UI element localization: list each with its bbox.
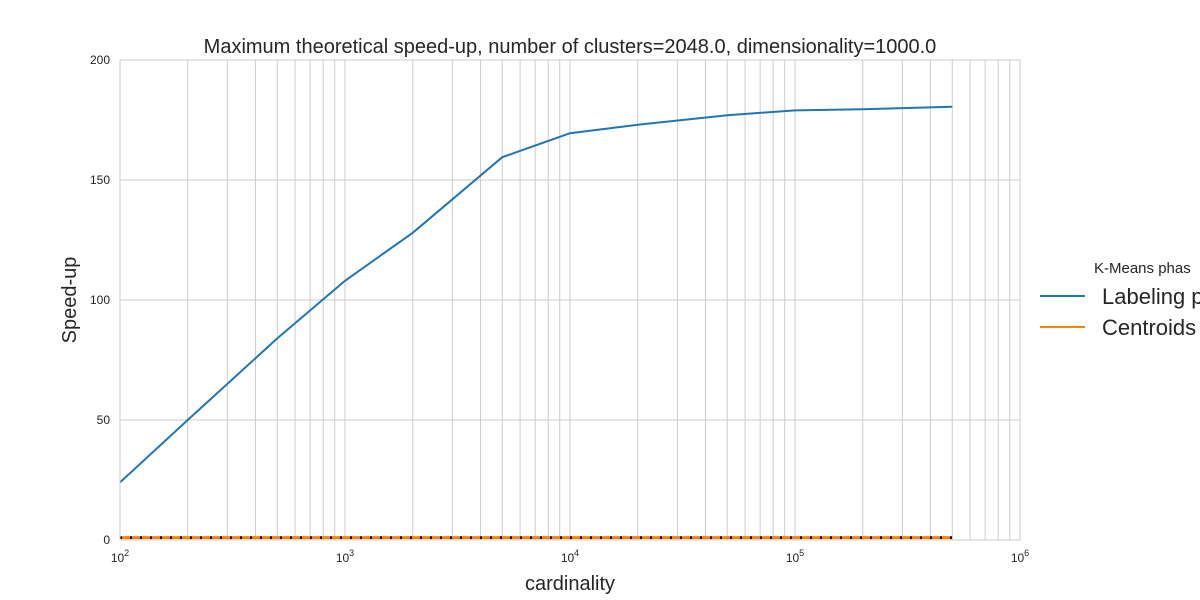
- x-tick-label: 104: [561, 548, 579, 565]
- grid-lines: [120, 60, 1020, 540]
- y-tick-label: 50: [97, 413, 111, 427]
- series-layer: [119, 105, 953, 540]
- chart-title: Maximum theoretical speed-up, number of …: [204, 36, 937, 58]
- y-tick-label: 0: [103, 533, 110, 547]
- x-tick-label: 105: [786, 548, 804, 565]
- x-tick-label: 102: [111, 548, 129, 565]
- x-tick-label: 103: [336, 548, 354, 565]
- y-tick-label: 200: [90, 53, 110, 67]
- y-axis-ticks: 0 50 100 150 200: [90, 53, 110, 547]
- x-axis-label: cardinality: [525, 573, 615, 595]
- x-tick-label: 106: [1011, 548, 1029, 565]
- y-tick-label: 100: [90, 293, 110, 307]
- legend-label-centroids: Centroids: [1102, 315, 1196, 340]
- x-axis-ticks: 102 103 104 105 106: [111, 548, 1029, 565]
- series-line-labeling: [119, 105, 953, 484]
- plot-frame: [119, 59, 1021, 541]
- y-axis-label: Speed-up: [59, 257, 81, 344]
- y-tick-label: 150: [90, 173, 110, 187]
- legend-title: K-Means phas: [1094, 260, 1191, 277]
- legend: K-Means phas Labeling p Centroids: [1040, 260, 1200, 340]
- legend-label-labeling: Labeling p: [1102, 284, 1200, 309]
